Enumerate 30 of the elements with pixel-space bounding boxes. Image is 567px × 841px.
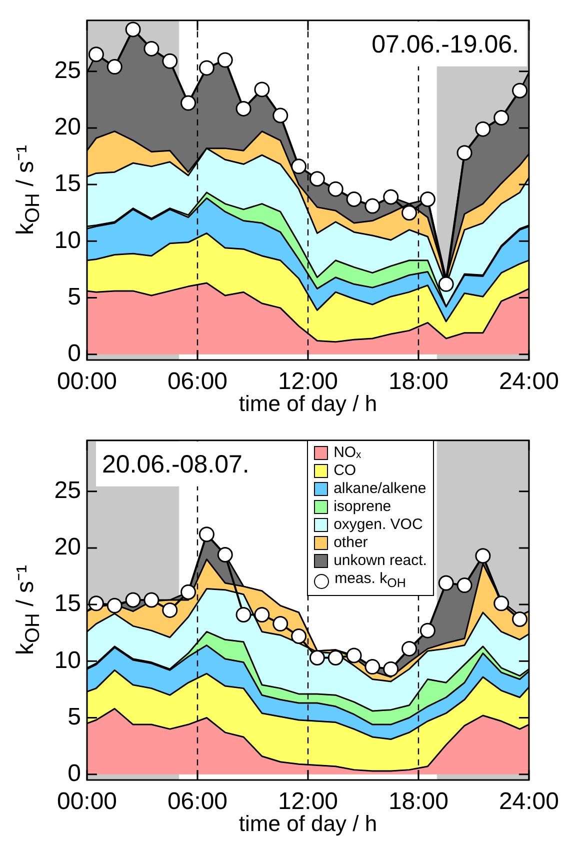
legend-label: isoprene	[334, 498, 392, 516]
y-tick-label: 25	[54, 476, 81, 504]
x-tick-label: 24:00	[498, 368, 559, 396]
y-tick-label: 10	[54, 226, 81, 254]
legend-label: alkane/alkene	[334, 480, 426, 498]
x-tick-label: 24:00	[498, 788, 559, 816]
legend-label: meas. k$_{OH}$	[334, 570, 406, 592]
y-tick-label: 20	[54, 534, 81, 561]
legend-label: NOₓ	[334, 444, 362, 462]
y-tick-label: 15	[54, 590, 81, 618]
y-tick-label: 15	[54, 170, 81, 198]
annotation: 07.06.-19.06.	[372, 30, 519, 58]
y-tick-label: 10	[54, 646, 81, 674]
legend-label: CO	[334, 462, 356, 480]
legend-label: oxygen. VOC	[334, 516, 423, 534]
x-tick-label: 18:00	[388, 788, 449, 816]
y-tick-label: 5	[68, 283, 81, 310]
annotation: 20.06.-08.07.	[102, 450, 250, 478]
legend-label: other	[334, 534, 368, 552]
x-tick-label: 18:00	[388, 368, 449, 396]
x-tick-label: 00:00	[56, 368, 118, 396]
legend-label: unkown react.	[334, 552, 427, 570]
x-tick-label: 06:00	[167, 788, 228, 816]
y-tick-label: 20	[54, 114, 81, 141]
y-tick-label: 0	[68, 760, 81, 787]
y-tick-label: 5	[68, 703, 81, 730]
y-tick-label: 25	[54, 56, 81, 84]
x-tick-label: 06:00	[167, 368, 228, 396]
x-tick-label: 00:00	[56, 788, 118, 816]
y-tick-label: 0	[68, 340, 81, 367]
